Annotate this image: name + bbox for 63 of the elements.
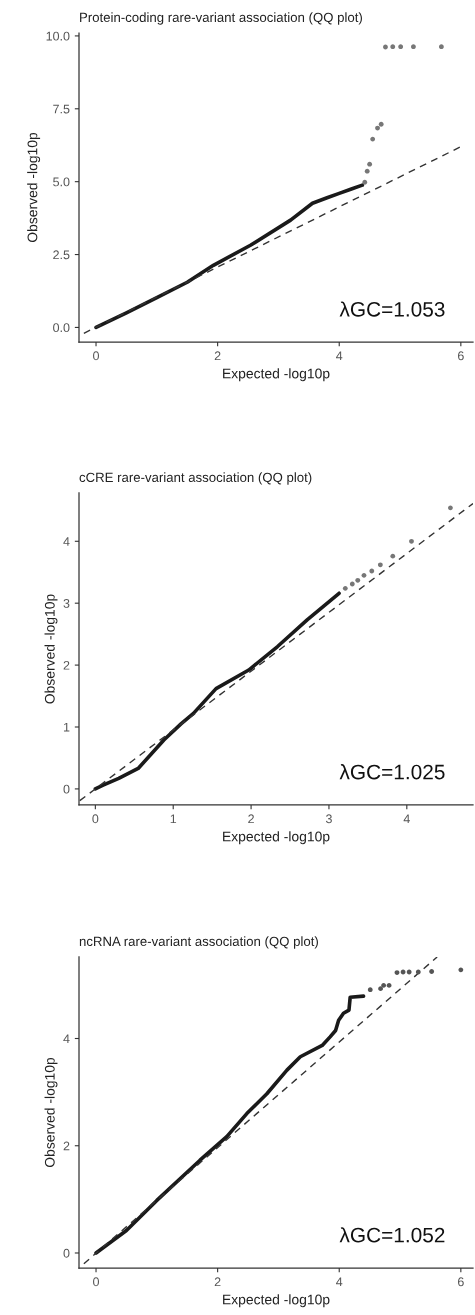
point — [369, 568, 375, 574]
x-axis-title: Expected -log10p — [223, 368, 330, 382]
annotation: λGC=1.052 — [339, 1227, 445, 1243]
point — [438, 44, 444, 50]
y-tick-label: 0 — [63, 1248, 70, 1258]
point — [411, 44, 416, 50]
x-tick-label: 0 — [93, 1277, 100, 1287]
y-tick-label: 4 — [63, 537, 70, 546]
point — [378, 986, 383, 992]
x-tick-label: 6 — [458, 1277, 464, 1287]
point — [355, 577, 361, 583]
point — [349, 581, 355, 587]
y-tick-label: 2 — [63, 660, 70, 670]
point — [362, 179, 368, 185]
y-tick-label: 10.0 — [46, 31, 70, 41]
x-tick-label: 2 — [214, 1277, 221, 1287]
point — [390, 44, 396, 50]
point — [448, 505, 453, 511]
y-tick-label: 3 — [63, 598, 70, 608]
point — [361, 572, 367, 578]
x-axis-title: Expected -log10p — [223, 1294, 330, 1308]
y-axis-title: Observed -log10p — [44, 594, 58, 704]
x-tick-label: 2 — [248, 814, 254, 824]
y-tick-label: 2 — [63, 1141, 70, 1151]
point — [367, 161, 373, 167]
point — [429, 969, 435, 974]
point — [364, 168, 370, 174]
y-tick-label: 7.5 — [53, 104, 70, 114]
chart-title: cCRE rare-variant association (QQ plot) — [79, 472, 312, 485]
chart-title: Protein-coding rare-variant association (QQ plot) — [80, 12, 362, 25]
x-tick-label: 2 — [214, 351, 221, 361]
point — [377, 562, 383, 568]
point — [415, 969, 421, 975]
y-axis-title: Observed -log10p — [44, 1057, 58, 1168]
chart-title: ncRNA rare-variant association (QQ plot) — [79, 936, 318, 949]
x-tick-label: 0 — [92, 814, 99, 824]
y-axis-title: Observed -log10p — [27, 132, 41, 243]
y-tick-label: 1 — [63, 722, 70, 732]
point — [409, 538, 414, 544]
annotation: λGC=1.025 — [339, 764, 445, 780]
x-tick-label: 0 — [93, 351, 100, 361]
line-series — [93, 591, 341, 791]
point — [381, 983, 387, 988]
x-tick-label: 4 — [403, 814, 410, 824]
y-tick-label: 0 — [63, 784, 70, 794]
point — [367, 987, 373, 993]
x-tick-label: 4 — [336, 1277, 343, 1287]
point — [370, 136, 376, 142]
point — [342, 585, 348, 591]
x-tick-label: 1 — [170, 814, 177, 824]
x-tick-label: 6 — [458, 351, 464, 361]
x-tick-label: 4 — [336, 351, 343, 361]
annotation: λGC=1.053 — [339, 301, 445, 317]
x-tick-label: 3 — [325, 814, 332, 824]
x-axis-title: Expected -log10p — [223, 831, 330, 845]
y-tick-label: 0.0 — [53, 323, 70, 333]
point — [390, 553, 396, 559]
point — [398, 44, 404, 50]
y-tick-label: 5.0 — [53, 177, 70, 187]
y-tick-label: 2.5 — [53, 250, 70, 260]
point — [378, 121, 384, 127]
y-tick-label: 4 — [63, 1034, 70, 1044]
point — [458, 967, 464, 973]
